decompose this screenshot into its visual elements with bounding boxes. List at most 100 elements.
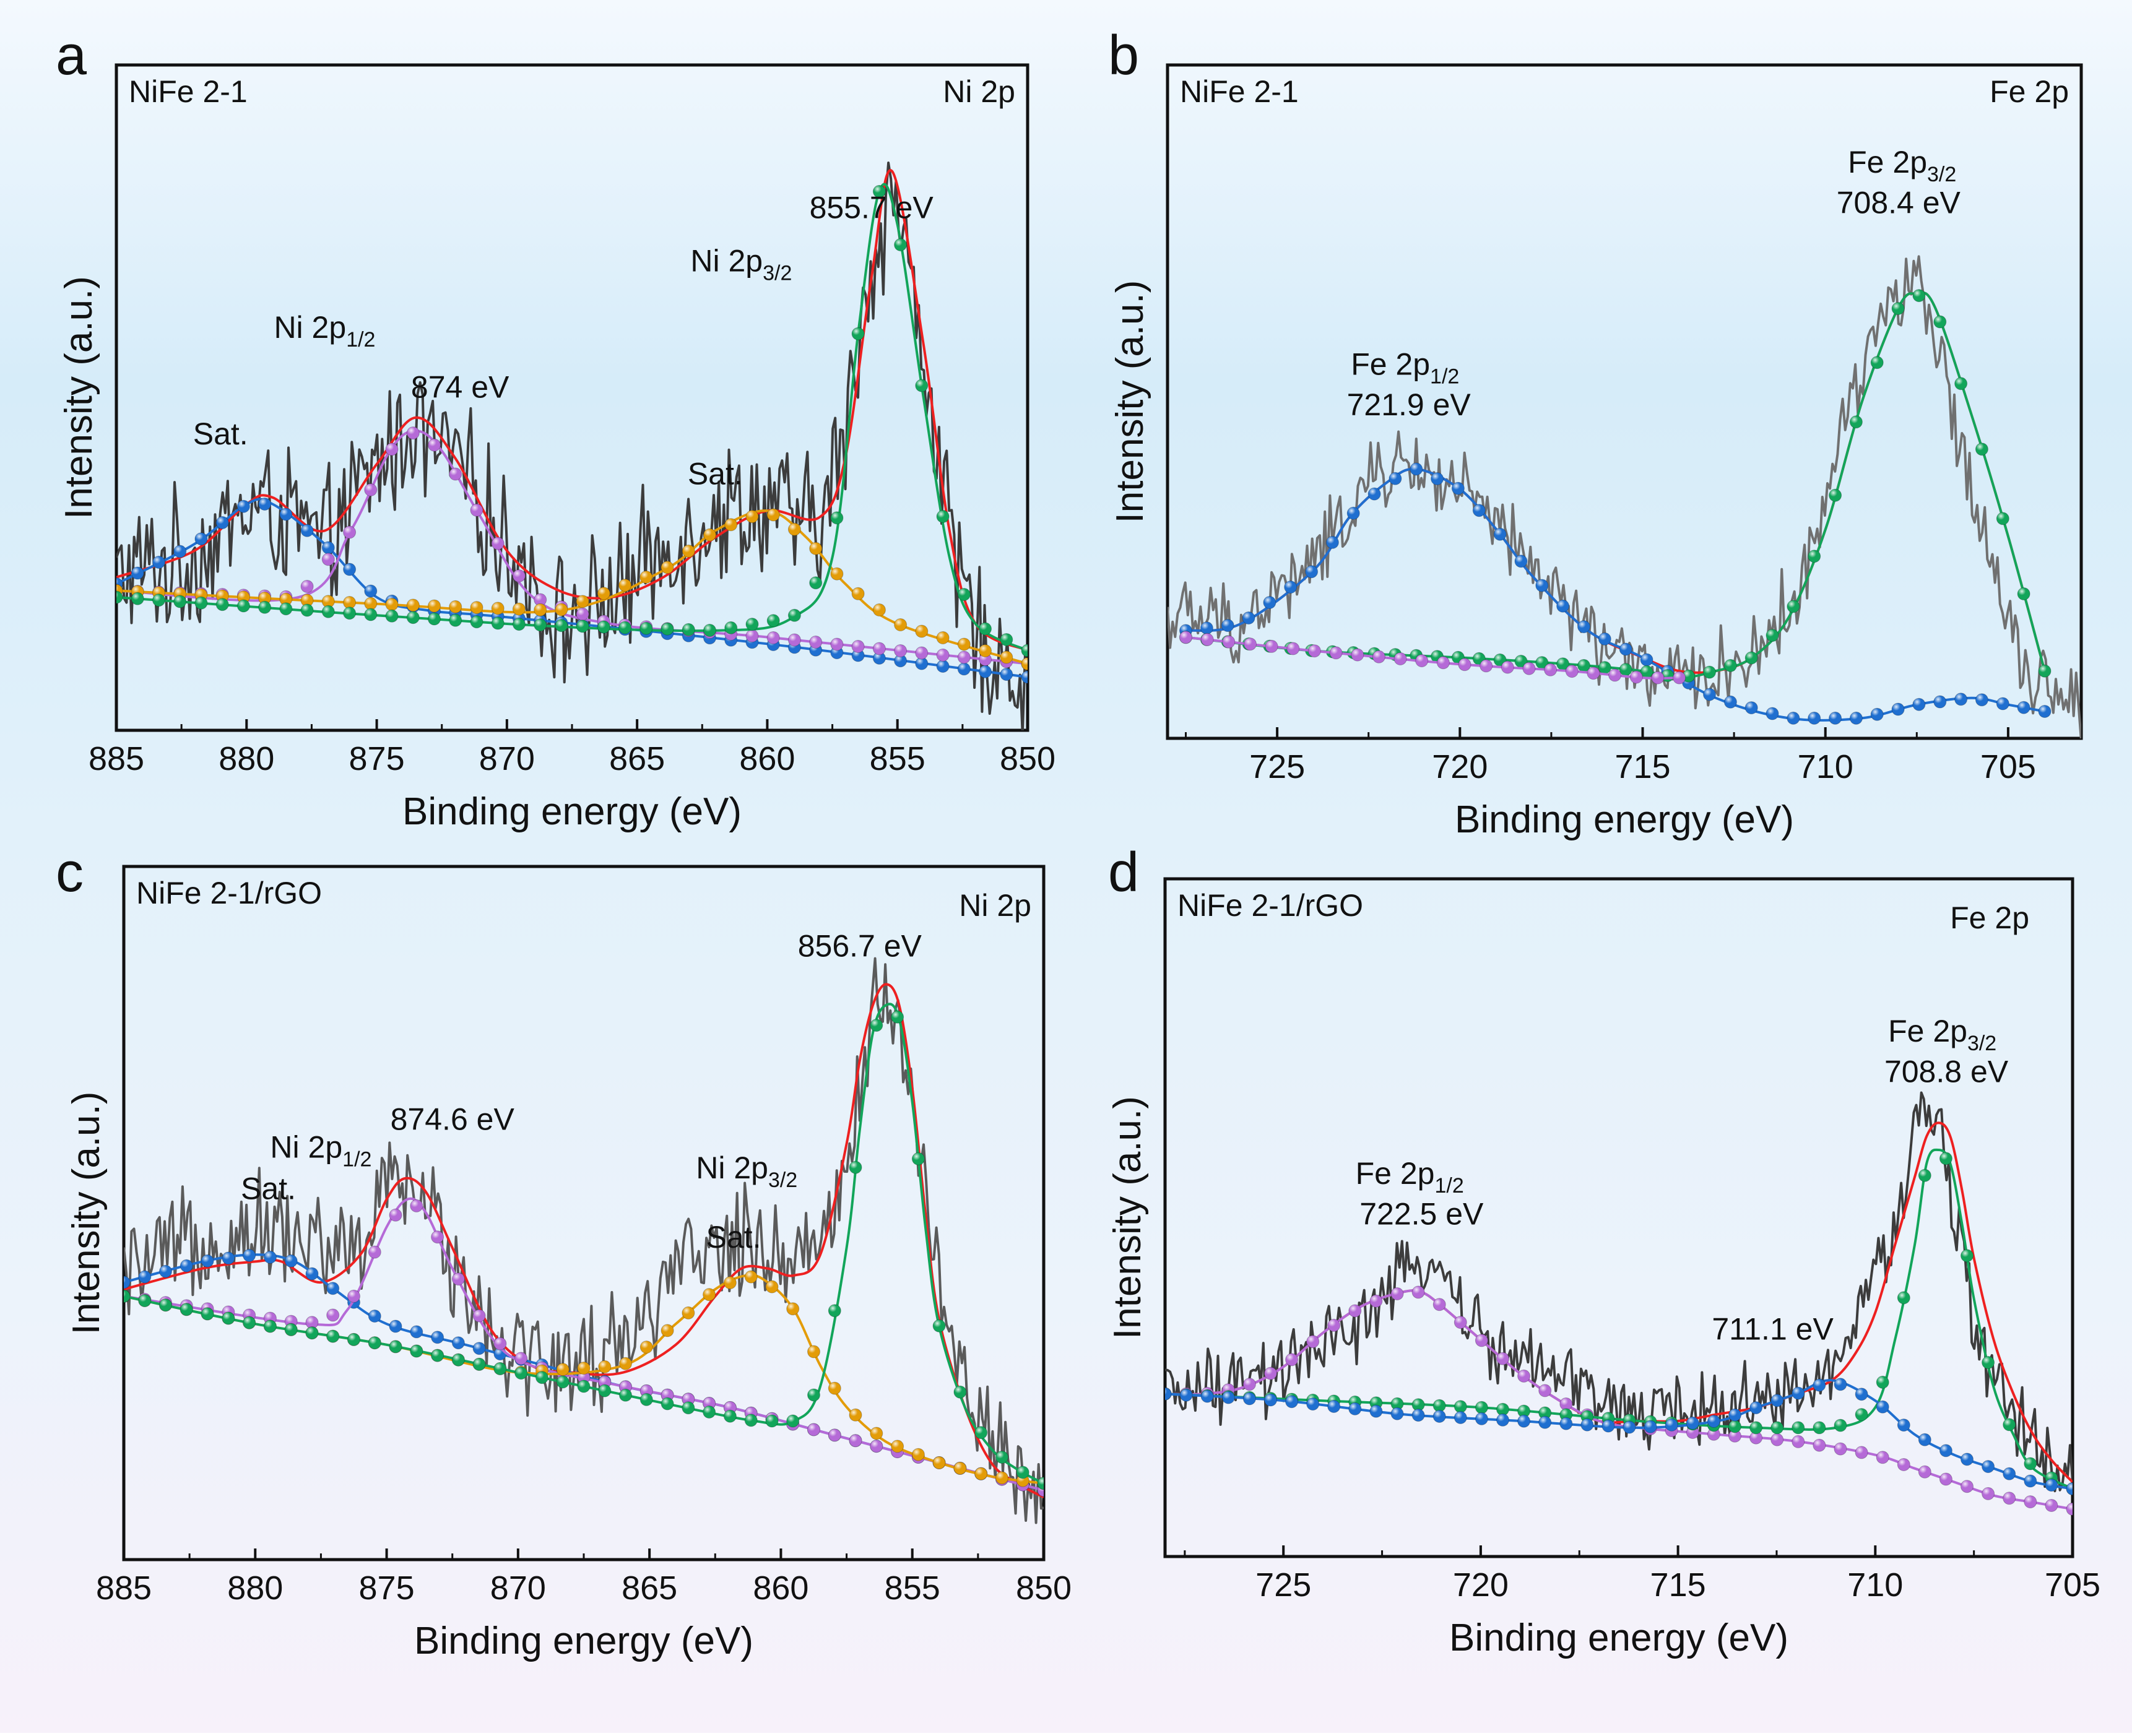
component-marker-shine: [786, 1415, 799, 1427]
component-marker-shine: [1496, 1403, 1509, 1416]
component-marker-shine: [745, 1414, 758, 1427]
component-marker-shine: [473, 1310, 486, 1322]
component-marker-shine: [1876, 1451, 1889, 1464]
component-marker-shine: [1982, 1356, 1995, 1369]
component-marker-shine: [937, 649, 950, 662]
series-fe-2p3-2: [1165, 1148, 2073, 1495]
component-marker-shine: [1265, 640, 1278, 653]
component-marker-shine: [1535, 579, 1548, 592]
component-marker-shine: [809, 576, 822, 589]
component-marker-shine: [428, 613, 441, 625]
component-marker-shine: [788, 523, 801, 536]
component-marker-shine: [138, 1294, 151, 1307]
component-marker-shine: [724, 1276, 737, 1289]
component-marker-shine: [1412, 1285, 1425, 1298]
component-marker-shine: [152, 594, 165, 607]
component-marker-shine: [322, 542, 335, 554]
x-tick-label: 850: [1000, 740, 1055, 777]
component-marker-shine: [159, 1298, 172, 1311]
component-marker-shine: [1517, 1415, 1530, 1428]
sample-label: NiFe 2-1: [129, 74, 248, 109]
component-marker-shine: [1619, 643, 1632, 655]
peak-label: Ni 2p3/2: [696, 1151, 797, 1192]
component-marker-shine: [1556, 657, 1569, 670]
component-marker-shine: [724, 518, 737, 531]
component-marker-shine: [639, 571, 652, 584]
component-marker-shine: [682, 1401, 695, 1414]
component-marker-shine: [1745, 652, 1758, 664]
component-marker-shine: [1682, 670, 1695, 683]
component-marker-shine: [974, 1467, 987, 1480]
component-marker-shine: [1577, 659, 1590, 672]
component-marker-shine: [1954, 693, 1967, 706]
component-line: [1185, 291, 2046, 680]
component-marker-shine: [473, 1342, 486, 1355]
component-marker-shine: [1728, 1430, 1741, 1443]
series-sat-low: [116, 508, 1028, 670]
component-marker-shine: [1475, 1401, 1488, 1414]
component-marker-shine: [1598, 661, 1611, 674]
component-marker-shine: [407, 426, 420, 439]
component-marker-shine: [1475, 1412, 1488, 1425]
component-marker-shine: [1535, 656, 1548, 669]
component-marker-shine: [703, 529, 716, 542]
component-marker-shine: [894, 644, 907, 657]
region-label: Ni 2p: [959, 888, 1031, 923]
component-marker-shine: [1975, 693, 1988, 706]
component-marker-shine: [173, 545, 186, 558]
component-marker-shine: [979, 623, 992, 635]
series-raw: [1165, 1091, 2073, 1493]
component-marker-shine: [1598, 633, 1611, 646]
component-marker-shine: [870, 1440, 883, 1453]
x-axis-title: Binding energy (eV): [414, 1620, 753, 1662]
component-marker-shine: [1640, 654, 1653, 666]
component-marker-shine: [201, 1254, 214, 1267]
component-marker-shine: [322, 595, 335, 608]
energy-label: 721.9 eV: [1347, 387, 1471, 422]
component-marker-shine: [1000, 633, 1013, 646]
x-tick-label: 705: [2045, 1566, 2100, 1604]
component-marker-shine: [1415, 654, 1428, 667]
plot-frame: [122, 865, 1046, 1561]
component-marker-shine: [264, 1251, 277, 1264]
component-marker-shine: [347, 1333, 360, 1346]
component-marker-shine: [534, 594, 547, 606]
component-marker-shine: [1327, 1319, 1340, 1332]
component-marker-shine: [597, 621, 610, 633]
component-marker-shine: [343, 607, 356, 620]
x-tick-label: 885: [96, 1570, 152, 1607]
component-marker-shine: [285, 1323, 298, 1336]
x-tick-label: 710: [1847, 1566, 1903, 1604]
component-marker-shine: [1473, 504, 1486, 517]
component-marker-shine: [912, 1152, 925, 1165]
x-tick-label: 710: [1798, 748, 1853, 785]
plot-area: [1168, 255, 2081, 738]
component-marker-shine: [830, 568, 843, 581]
component-marker-shine: [979, 665, 992, 678]
x-tick-label: 855: [885, 1570, 940, 1607]
component-marker-shine: [1394, 652, 1407, 665]
component-marker-shine: [1813, 1439, 1826, 1452]
component-marker-shine: [1038, 1477, 1044, 1490]
component-marker-shine: [1673, 672, 1686, 684]
component-marker-shine: [891, 1440, 904, 1453]
component-marker-shine: [2024, 1495, 2037, 1508]
component-marker-shine: [410, 1325, 423, 1338]
component-marker-shine: [364, 608, 377, 621]
component-marker-shine: [1850, 415, 1863, 428]
component-marker-shine: [1372, 650, 1385, 663]
component-marker-shine: [937, 660, 950, 673]
component-marker-shine: [1939, 1444, 1952, 1457]
component-line: [116, 183, 1028, 652]
component-marker-shine: [1306, 1335, 1319, 1348]
component-marker-shine: [1369, 1295, 1382, 1308]
component-marker-shine: [915, 657, 928, 670]
component-marker-shine: [788, 634, 801, 646]
component-marker-shine: [724, 1410, 737, 1423]
component-marker-shine: [1391, 1287, 1403, 1300]
component-marker-shine: [1284, 581, 1297, 594]
component-marker-shine: [576, 620, 589, 633]
component-marker-shine: [619, 1357, 632, 1370]
